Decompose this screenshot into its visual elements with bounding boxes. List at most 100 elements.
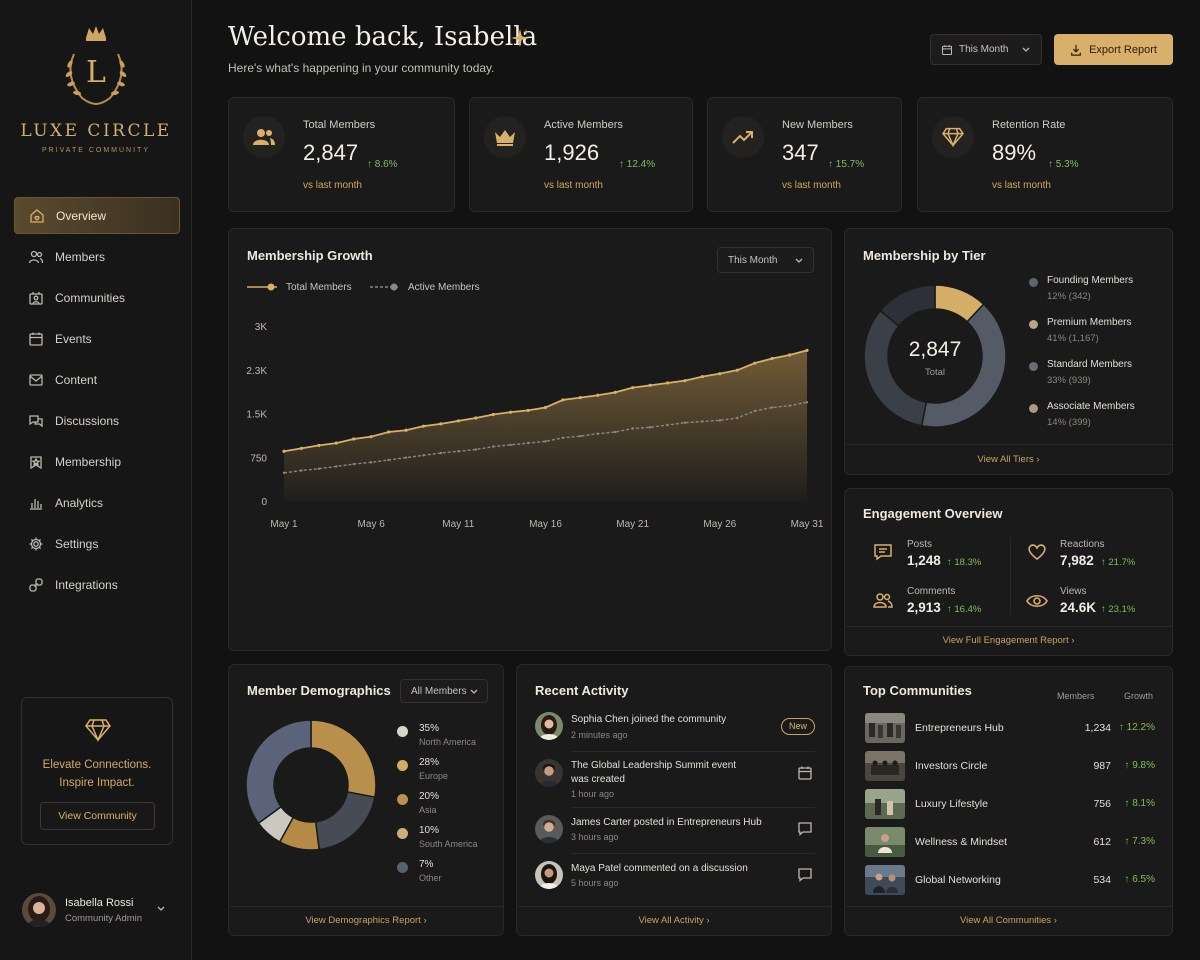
engagement-value: 7,982 xyxy=(1060,553,1094,568)
period-dropdown[interactable]: This Month xyxy=(930,34,1042,65)
legend-dot xyxy=(397,828,408,839)
stat-vs: vs last month xyxy=(544,180,603,191)
active-members-point xyxy=(335,465,338,468)
sidebar-item-members[interactable]: Members xyxy=(14,238,180,275)
sidebar-item-content[interactable]: Content xyxy=(14,361,180,398)
view-all-tiers-link[interactable]: View All Tiers › xyxy=(977,454,1040,465)
legend-label-active: Active Members xyxy=(408,282,480,293)
export-report-button[interactable]: Export Report xyxy=(1054,34,1173,65)
active-members-point xyxy=(439,451,443,455)
sidebar-item-label: Membership xyxy=(55,454,122,469)
eye-icon xyxy=(1026,594,1048,608)
active-members-point xyxy=(387,458,390,462)
sidebar-item-label: Analytics xyxy=(55,495,104,510)
engagement-delta: ↑ 16.4% xyxy=(947,604,982,615)
tier-dot xyxy=(1029,320,1038,329)
total-members-point xyxy=(474,416,478,420)
home-heart-icon xyxy=(30,208,44,223)
sidebar-item-settings[interactable]: Settings xyxy=(14,525,180,562)
active-members-point xyxy=(805,401,809,404)
total-members-point xyxy=(631,386,635,390)
total-members-point xyxy=(683,379,687,383)
stat-value: 347 xyxy=(782,140,819,165)
engagement-overview-card: Engagement Overview Posts 1,248 ↑ 18.3% … xyxy=(844,488,1173,656)
activity-item[interactable]: The Global Leadership Summit event was c… xyxy=(517,759,833,805)
total-members-point xyxy=(735,368,739,372)
stat-delta-value: 5.3% xyxy=(1055,159,1079,170)
sidebar-item-membership[interactable]: Membership xyxy=(14,443,180,480)
view-demographics-report-link[interactable]: View Demographics Report › xyxy=(305,915,427,926)
active-members-point xyxy=(718,419,722,422)
demographics-donut-chart xyxy=(245,719,377,851)
dropdown-label: This Month xyxy=(728,254,778,266)
demographics-region: North America xyxy=(419,737,477,747)
activity-time: 3 hours ago xyxy=(571,832,619,842)
total-members-point xyxy=(665,381,670,385)
view-community-button[interactable]: View Community xyxy=(40,802,155,830)
community-row[interactable]: Investors Circle 987 ↑ 9.8% xyxy=(865,751,1155,781)
active-members-point xyxy=(788,404,791,407)
activity-text: Sophia Chen joined the community xyxy=(571,714,727,725)
demographics-percent: 7% xyxy=(419,859,434,870)
community-row[interactable]: Luxury Lifestyle 756 ↑ 8.1% xyxy=(865,789,1155,819)
sidebar-item-communities[interactable]: Communities xyxy=(14,279,180,316)
active-members-point xyxy=(753,409,756,413)
card-title: Member Demographics xyxy=(247,683,391,698)
engagement-label: Comments xyxy=(907,586,956,597)
sidebar-item-label: Events xyxy=(55,331,92,346)
view-engagement-report-link[interactable]: View Full Engagement Report › xyxy=(942,635,1075,646)
community-row[interactable]: Global Networking 534 ↑ 6.5% xyxy=(865,865,1155,895)
sidebar-item-events[interactable]: Events xyxy=(14,320,180,357)
avatar xyxy=(535,815,563,843)
engagement-delta-value: 21.7% xyxy=(1108,557,1136,568)
community-members: 534 xyxy=(1093,874,1111,886)
total-members-point xyxy=(387,430,391,434)
page-title: Welcome back, Isabella xyxy=(228,22,538,52)
sidebar: L LUXE CIRCLE PRIVATE COMMUNITY Overview… xyxy=(0,0,192,960)
community-row[interactable]: Wellness & Mindset 612 ↑ 7.3% xyxy=(865,827,1155,857)
community-name: Luxury Lifestyle xyxy=(915,798,988,810)
total-members-point xyxy=(491,412,495,417)
community-row[interactable]: Entrepreneurs Hub 1,234 ↑ 12.2% xyxy=(865,713,1155,743)
activity-item[interactable]: Sophia Chen joined the community 2 minut… xyxy=(517,712,833,752)
divider xyxy=(229,906,503,907)
divider xyxy=(517,906,831,907)
active-members-point xyxy=(300,469,303,472)
demographics-slice xyxy=(310,719,377,799)
community-thumbnail xyxy=(865,713,905,743)
demographics-slice xyxy=(314,791,376,851)
sidebar-item-label: Overview xyxy=(56,208,107,223)
sidebar-item-integrations[interactable]: Integrations xyxy=(14,566,180,603)
divider xyxy=(571,807,815,808)
user-profile[interactable]: Isabella Rossi Community Admin xyxy=(22,892,182,932)
active-members-point xyxy=(492,445,495,448)
active-members-point xyxy=(701,420,704,423)
demographics-filter-dropdown[interactable]: All Members xyxy=(400,679,488,703)
sidebar-item-discussions[interactable]: Discussions xyxy=(14,402,180,439)
growth-period-dropdown[interactable]: This Month xyxy=(717,247,814,273)
active-members-point xyxy=(770,406,774,409)
engagement-value: 24.6K xyxy=(1060,600,1097,615)
sidebar-item-analytics[interactable]: Analytics xyxy=(14,484,180,521)
column-header-growth: Growth xyxy=(1124,691,1154,701)
total-members-point xyxy=(509,410,513,414)
comment-icon xyxy=(798,868,812,882)
stat-icon-wrap xyxy=(484,116,526,158)
activity-item[interactable]: Maya Patel commented on a discussion 5 h… xyxy=(517,861,833,897)
legend-swatch-active xyxy=(370,283,400,291)
total-members-point xyxy=(299,446,304,450)
legend-label-total: Total Members xyxy=(286,282,352,293)
total-members-point xyxy=(404,428,408,432)
chevron-down-icon[interactable] xyxy=(156,905,166,913)
avatar xyxy=(535,861,563,889)
demographics-percent: 20% xyxy=(419,791,440,802)
view-all-communities-link[interactable]: View All Communities › xyxy=(960,915,1057,926)
sidebar-item-overview[interactable]: Overview xyxy=(14,197,180,234)
engagement-delta-value: 18.3% xyxy=(954,557,982,568)
tier-slice xyxy=(879,284,936,328)
legend-swatch-total xyxy=(247,283,277,291)
view-all-activity-link[interactable]: View All Activity › xyxy=(638,915,710,926)
active-members-point xyxy=(666,423,669,427)
divider xyxy=(845,626,1172,627)
activity-item[interactable]: James Carter posted in Entrepreneurs Hub… xyxy=(517,815,833,851)
